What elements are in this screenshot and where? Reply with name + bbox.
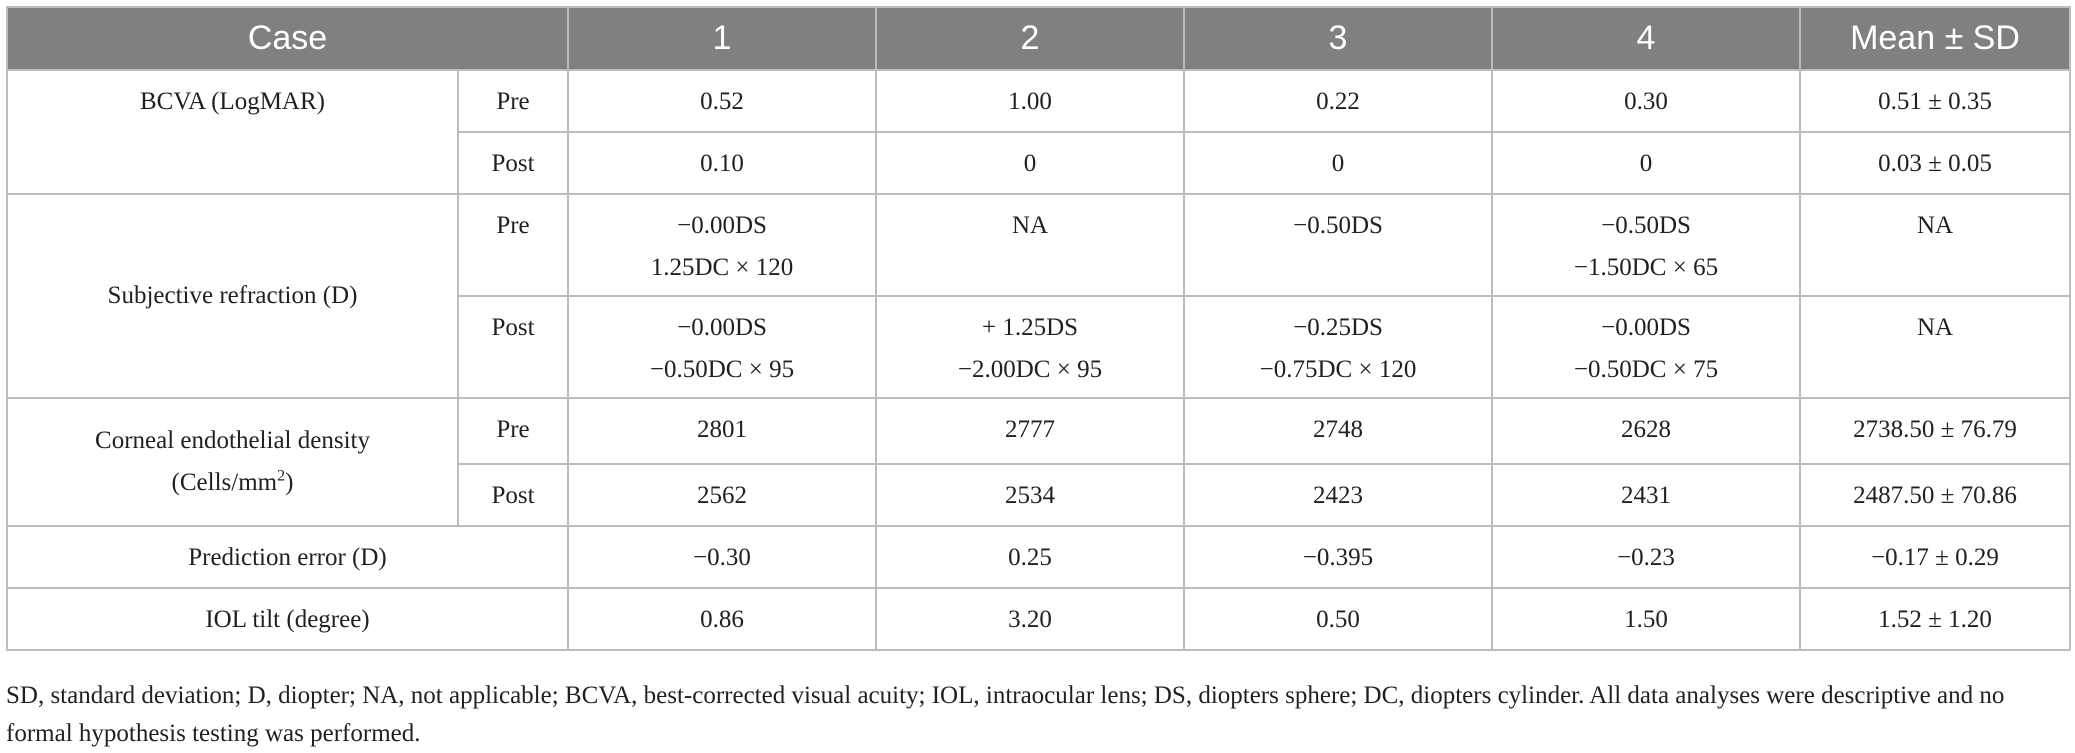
header-case-4: 4 [1491,6,1801,71]
table-cell: 0 [1183,131,1493,195]
header-mean-sd: Mean ± SD [1799,6,2071,71]
table-cell: −0.23 [1491,525,1801,589]
table-cell: 2534 [875,463,1185,527]
table-cell: 0.25 [875,525,1185,589]
footnote-line-2: and no formal hypothesis testing was per… [6,682,2005,747]
header-case: Case [6,6,569,71]
table-cell: 2777 [875,397,1185,465]
table-cell: 2487.50 ± 70.86 [1799,463,2071,527]
table-row-refraction-pre: Subjective refraction (D) Pre −0.00DS 1.… [6,193,2071,399]
timing-cell: Post [457,463,569,527]
table-footnote: SD, standard deviation; D, diopter; NA, … [6,677,2069,753]
results-table: Case 1 2 3 4 Mean ± SD BCVA (LogMAR) Pre… [6,6,2071,651]
table-cell: 0.03 ± 0.05 [1799,131,2071,195]
table-cell: −0.00DS −0.50DC × 95 [567,295,877,399]
table-cell: −0.395 [1183,525,1493,589]
table-cell: 0.22 [1183,69,1493,133]
header-row: Case 1 2 3 4 Mean ± SD [6,6,2071,71]
table-cell: NA [1799,193,2071,297]
table-cell: −0.00DS −0.50DC × 75 [1491,295,1801,399]
table-cell: −0.30 [567,525,877,589]
table-cell: 2738.50 ± 76.79 [1799,397,2071,465]
timing-cell: Pre [457,193,569,297]
table-row-endothelial-pre: Corneal endothelial density (Cells/mm2) … [6,397,2071,527]
table-cell: 3.20 [875,587,1185,651]
row-label-bcva: BCVA (LogMAR) [6,69,459,195]
row-label-iol-tilt: IOL tilt (degree) [6,587,569,651]
table-cell: 0 [1491,131,1801,195]
table-row-refraction-post: Post −0.00DS −0.50DC × 95 + 1.25DS −2.00… [7,295,2071,399]
table-cell: 2562 [567,463,877,527]
header-case-2: 2 [875,6,1185,71]
row-label-endothelial: Corneal endothelial density (Cells/mm2) [6,397,459,527]
table-cell: −0.50DS [1183,193,1493,297]
header-case-3: 3 [1183,6,1493,71]
results-table-container: Case 1 2 3 4 Mean ± SD BCVA (LogMAR) Pre… [6,6,2071,651]
table-cell: 0 [875,131,1185,195]
table-cell: NA [1799,295,2071,399]
table-row-endothelial-post: Post 2562 2534 2423 2431 2487.50 ± 70.86 [7,463,2071,527]
table-row-iol-tilt: IOL tilt (degree) 0.86 3.20 0.50 1.50 1.… [6,587,2071,651]
footnote-line-1: SD, standard deviation; D, diopter; NA, … [6,682,1931,709]
table-cell: 1.00 [875,69,1185,133]
table-cell: 0.52 [567,69,877,133]
table-cell: 2423 [1183,463,1493,527]
row-label-refraction: Subjective refraction (D) [6,193,459,399]
table-cell: + 1.25DS −2.00DC × 95 [875,295,1185,399]
table-cell: −0.25DS −0.75DC × 120 [1183,295,1493,399]
table-cell: −0.17 ± 0.29 [1799,525,2071,589]
row-label-prediction-error: Prediction error (D) [6,525,569,589]
table-cell: 2628 [1491,397,1801,465]
table-cell: 0.10 [567,131,877,195]
table-row-bcva-post: Post 0.10 0 0 0 0.03 ± 0.05 [7,131,2071,195]
table-cell: −0.50DS −1.50DC × 65 [1491,193,1801,297]
header-case-1: 1 [567,6,877,71]
table-row-prediction-error: Prediction error (D) −0.30 0.25 −0.395 −… [6,525,2071,589]
table-cell: 0.50 [1183,587,1493,651]
table-cell: −0.00DS 1.25DC × 120 [567,193,877,297]
table-cell: 0.86 [567,587,877,651]
table-cell: NA [875,193,1185,297]
timing-cell: Pre [457,69,569,133]
table-cell: 2748 [1183,397,1493,465]
timing-cell: Post [457,295,569,399]
table-cell: 1.50 [1491,587,1801,651]
table-cell: 1.52 ± 1.20 [1799,587,2071,651]
table-cell: 0.51 ± 0.35 [1799,69,2071,133]
table-cell: 2801 [567,397,877,465]
table-row-bcva-pre: BCVA (LogMAR) Pre 0.52 1.00 0.22 0.30 0.… [6,69,2071,195]
table-cell: 0.30 [1491,69,1801,133]
timing-cell: Pre [457,397,569,465]
timing-cell: Post [457,131,569,195]
table-cell: 2431 [1491,463,1801,527]
